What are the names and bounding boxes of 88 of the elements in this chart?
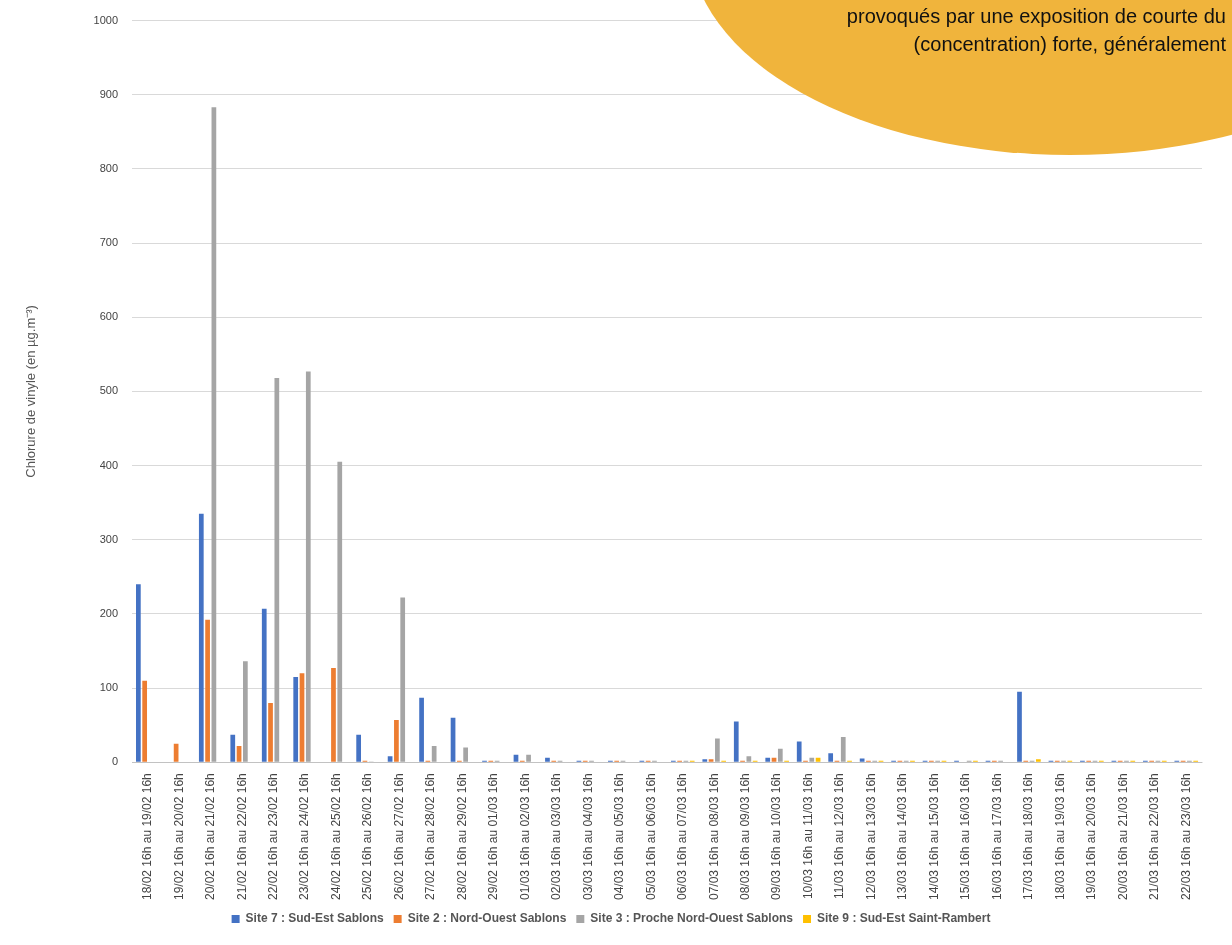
- x-tick-label: 19/02 16h au 20/02 16h: [171, 773, 186, 901]
- bar: [261, 608, 267, 762]
- legend-label: Site 3 : Proche Nord-Ouest Sablons: [590, 911, 794, 926]
- bar: [136, 584, 141, 762]
- x-tick-label: 10/03 16h au 11/03 16h: [800, 773, 815, 900]
- y-tick-label: 700: [99, 236, 119, 249]
- bar: [708, 759, 714, 762]
- x-tick-label: 08/03 16h au 09/03 16h: [738, 773, 753, 901]
- x-tick-label: 14/03 16h au 15/03 16h: [926, 773, 941, 901]
- x-tick-label: 22/02 16h au 23/02 16h: [265, 773, 280, 901]
- bar: [526, 754, 531, 762]
- x-tick-label: 18/02 16h au 19/02 16h: [140, 773, 155, 901]
- y-tick-label: 100: [99, 681, 119, 694]
- x-tick-label: 27/02 16h au 28/02 16h: [423, 773, 438, 901]
- annotation: provoqués par une exposition de courte du: [846, 4, 1226, 29]
- bar: [859, 758, 865, 762]
- legend-label: Site 2 : Nord-Ouest Sablons: [407, 911, 567, 926]
- bar: [142, 680, 148, 762]
- x-tick-label: 09/03 16h au 10/03 16h: [769, 773, 784, 901]
- bar: [715, 738, 720, 762]
- x-tick-label: 01/03 16h au 02/03 16h: [517, 773, 532, 901]
- bar: [463, 747, 468, 762]
- y-tick-label: 400: [99, 458, 119, 471]
- bar: [274, 378, 280, 762]
- y-tick-label: 800: [99, 161, 119, 174]
- bar: [337, 461, 343, 762]
- x-tick-label: 20/03 16h au 21/03 16h: [1115, 773, 1130, 901]
- legend-label: Site 9 : Sud-Est Saint-Rambert: [817, 911, 991, 926]
- bar: [205, 619, 210, 762]
- x-tick-label: 11/03 16h au 12/03 16h: [832, 773, 847, 900]
- bar: [828, 753, 834, 762]
- bar: [230, 734, 236, 762]
- x-tick-label: 24/02 16h au 25/02 16h: [328, 773, 343, 901]
- legend-label: Site 7 : Sud-Est Sablons: [245, 911, 384, 926]
- bar: [198, 513, 204, 762]
- x-tick-label: 15/03 16h au 16/03 16h: [958, 773, 973, 901]
- x-tick-label: 22/03 16h au 23/03 16h: [1178, 773, 1193, 901]
- bar: [746, 756, 752, 762]
- x-tick-label: 13/03 16h au 14/03 16h: [895, 773, 910, 901]
- x-tick-label: 23/02 16h au 24/02 16h: [297, 773, 312, 901]
- x-tick-label: 26/02 16h au 27/02 16h: [391, 773, 406, 901]
- x-tick-label: 05/03 16h au 06/03 16h: [643, 773, 658, 901]
- x-tick-label: 18/03 16h au 19/03 16h: [1052, 773, 1067, 901]
- bar: [243, 661, 248, 762]
- bar: [293, 676, 299, 762]
- y-axis-title: Chlorure de vinyle (en µg.m⁻³): [23, 305, 39, 478]
- y-tick-label: 0: [111, 755, 119, 768]
- x-tick-label: 04/03 16h au 05/03 16h: [612, 773, 627, 901]
- bar: [400, 597, 406, 762]
- bar: [777, 748, 783, 762]
- y-tick-label: 900: [99, 87, 119, 100]
- bar: [387, 756, 393, 762]
- x-tick-label: 21/03 16h au 22/03 16h: [1147, 773, 1162, 901]
- y-tick-label: 500: [99, 384, 119, 397]
- x-tick-label: 07/03 16h au 08/03 16h: [706, 773, 721, 901]
- x-tick-label: 16/03 16h au 17/03 16h: [989, 773, 1004, 901]
- x-tick-label: 29/02 16h au 01/03 16h: [486, 773, 501, 901]
- bar: [268, 702, 273, 762]
- bar: [545, 757, 550, 762]
- bar: [419, 697, 424, 762]
- y-tick-label: 200: [99, 606, 119, 619]
- x-tick-label: 20/02 16h au 21/02 16h: [203, 773, 218, 901]
- bar: [1017, 691, 1022, 762]
- x-tick-label: 03/03 16h au 04/03 16h: [580, 773, 595, 901]
- bar: [1036, 759, 1041, 762]
- bar: [733, 721, 739, 762]
- bar: [394, 719, 399, 762]
- x-tick-label: 25/02 16h au 26/02 16h: [360, 773, 375, 901]
- x-tick-label: 17/03 16h au 18/03 16h: [1021, 773, 1036, 901]
- x-tick-label: 21/02 16h au 22/02 16h: [234, 773, 249, 901]
- bar: [840, 737, 846, 762]
- x-tick-label: 28/02 16h au 29/02 16h: [454, 773, 469, 901]
- annotation: (concentration) forte, généralement: [912, 32, 1226, 57]
- y-tick-label: 300: [99, 532, 119, 545]
- bar: [356, 734, 361, 762]
- y-tick-label: 600: [99, 310, 119, 323]
- x-tick-label: 06/03 16h au 07/03 16h: [675, 773, 690, 901]
- x-tick-label: 12/03 16h au 13/03 16h: [863, 773, 878, 901]
- bar: [331, 668, 336, 762]
- bar: [796, 741, 802, 762]
- x-tick-label: 02/03 16h au 03/03 16h: [549, 773, 564, 901]
- bar: [809, 757, 815, 762]
- bar: [765, 757, 771, 762]
- bar: [431, 745, 437, 762]
- bar: [305, 371, 311, 762]
- y-tick-label: 1000: [93, 13, 119, 26]
- x-tick-label: 19/03 16h au 20/03 16h: [1084, 773, 1099, 901]
- bar: [702, 759, 708, 762]
